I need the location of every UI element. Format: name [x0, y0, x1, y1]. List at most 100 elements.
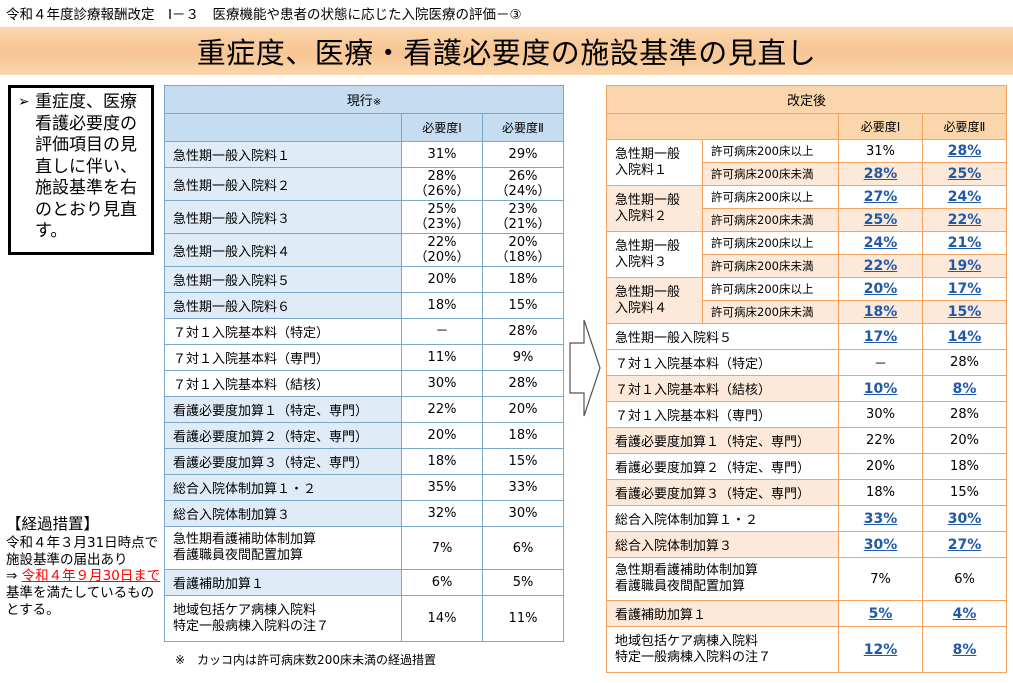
revised-value: 27%: [921, 531, 1008, 558]
revised-value: 28%: [838, 162, 923, 186]
revised-value: 18%: [838, 479, 923, 506]
value-text: 27%: [863, 189, 898, 205]
current-v2-value: 18%: [481, 266, 565, 293]
value-text: 30%: [947, 510, 982, 527]
current-v2-value: 20%: [481, 396, 565, 423]
value-text: 32%: [427, 506, 457, 521]
value-text: 22%: [427, 235, 457, 250]
current-row-name: ７対１入院基本料（専門）: [164, 344, 402, 371]
row-name-text: 看護必要度加算２（特定、専門）: [173, 430, 369, 445]
current-v1-value: 25% （23%）: [401, 200, 483, 234]
value-text: 5%: [512, 575, 534, 590]
value-text: 27%: [947, 536, 982, 553]
value-text: 28%: [863, 166, 898, 182]
value-text: 20%: [508, 235, 538, 250]
revised-row-name: 看護補助加算１: [606, 600, 839, 627]
value-text: 23%: [508, 202, 538, 217]
group-name-line1: 急性期一般: [615, 284, 681, 300]
value-text: 7%: [870, 571, 891, 587]
value-text: 15%: [508, 454, 538, 469]
value-text: 6%: [512, 540, 534, 556]
row-name-text: 急性期一般入院料６: [173, 300, 291, 315]
revised-value: 8%: [921, 375, 1008, 402]
current-v2-value: 5%: [481, 569, 565, 596]
row-name-text: 看護補助加算１: [173, 577, 265, 592]
revised-col1-header: 必要度Ⅰ: [838, 113, 923, 140]
slide-header: 令和４年度診療報酬改定 Ⅰ－３ 医療機能や患者の状態に応じた入院医療の評価－③: [6, 7, 522, 23]
value-text: 20%: [863, 281, 898, 297]
revised-row-name: 総合入院体制加算３: [606, 531, 839, 558]
value-text: 24%: [863, 235, 898, 251]
bed-size-label: 許可病床200床未満: [702, 162, 839, 186]
table-row: 急性期一般入院料２ 28% （26%） 26% （24%）: [164, 167, 565, 201]
current-row-name: 急性期一般入院料６: [164, 292, 402, 319]
value-text: 20%: [427, 428, 457, 443]
footnote: ※ カッコ内は許可病床数200床未満の経過措置: [175, 653, 436, 667]
revised-value: 17%: [921, 277, 1008, 301]
transitional-value-text: （24%）: [495, 184, 551, 199]
revised-value: 25%: [921, 162, 1008, 186]
table-row: ７対１入院基本料（専門） 30% 28%: [606, 401, 1008, 428]
bed-size-label: 許可病床200床以上: [702, 231, 839, 255]
row-name-text: 急性期一般入院料５: [615, 331, 733, 346]
row-name-text: ７対１入院基本料（特定）: [173, 326, 330, 341]
current-v1-value: 11%: [401, 344, 483, 371]
table-row: ７対１入院基本料（特定） － 28%: [164, 318, 565, 345]
current-v1-value: 6%: [401, 569, 483, 596]
revised-group-name: 急性期一般 入院料２: [606, 185, 703, 232]
row-name-text: 特定一般病棟入院料の注７: [173, 618, 330, 634]
current-v1-value: 20%: [401, 422, 483, 449]
revised-value: 22%: [838, 254, 923, 278]
row-name-text: 急性期一般入院料３: [173, 211, 291, 227]
current-v1-value: 30%: [401, 370, 483, 397]
table-row: 許可病床200床未満 28% 25%: [607, 162, 1008, 186]
current-v2-value: 15%: [481, 292, 565, 319]
table-row: 急性期一般入院料４ 22% （20%） 20% （18%）: [164, 233, 565, 267]
revised-row-name: ７対１入院基本料（特定）: [606, 349, 839, 376]
revised-blank-header: [606, 113, 839, 140]
revised-group-name: 急性期一般 入院料１: [606, 139, 703, 186]
table-row: 急性期一般 入院料４ 許可病床200床以上 20% 17%: [606, 277, 1008, 324]
value-text: 14%: [427, 611, 457, 626]
current-row-name: 看護必要度加算１（特定、専門）: [164, 396, 402, 423]
revised-row-name: 急性期一般入院料５: [606, 323, 839, 350]
value-text: 30%: [866, 407, 895, 422]
row-name-text: ７対１入院基本料（専門）: [173, 352, 330, 367]
value-text: 15%: [950, 485, 979, 500]
value-text: 33%: [508, 480, 538, 495]
value-text: 15%: [947, 304, 982, 320]
value-text: 10%: [863, 380, 898, 397]
value-text: 6%: [431, 575, 453, 590]
value-text: 4%: [952, 605, 977, 622]
value-text: 33%: [863, 510, 898, 527]
table-row: 看護必要度加算１（特定、専門） 22% 20%: [606, 427, 1008, 454]
table-row: 急性期一般入院料５ 17% 14%: [606, 323, 1008, 350]
current-v2-value: 28%: [481, 370, 565, 397]
current-row-name: 総合入院体制加算３: [164, 500, 402, 527]
current-v1-value: 18%: [401, 292, 483, 319]
value-text: 18%: [950, 459, 979, 474]
current-row-name: 総合入院体制加算１・２: [164, 474, 402, 501]
revised-value: 33%: [838, 505, 923, 532]
revised-value: 17%: [838, 323, 923, 350]
value-text: 28%: [950, 355, 979, 370]
table-row: 総合入院体制加算１・２ 33% 30%: [606, 505, 1008, 532]
value-text: 24%: [947, 189, 982, 205]
row-name-text: ７対１入院基本料（特定）: [615, 357, 772, 372]
value-text: 25%: [427, 202, 457, 217]
row-name-text: 総合入院体制加算３: [615, 539, 733, 554]
current-v1-value: 22%: [401, 396, 483, 423]
revised-value: 24%: [838, 231, 923, 255]
table-row: ７対１入院基本料（特定） － 28%: [606, 349, 1008, 376]
title-band: 重症度、医療・看護必要度の施設基準の見直し: [0, 27, 1013, 75]
value-text: 26%: [508, 169, 538, 184]
revised-group-name: 急性期一般 入院料４: [606, 277, 703, 324]
value-text: 30%: [863, 536, 898, 553]
value-text: 18%: [863, 304, 898, 320]
current-v2-value: 26% （24%）: [481, 167, 565, 201]
bed-size-label: 許可病床200床未満: [702, 254, 839, 278]
revised-value: 6%: [921, 557, 1008, 601]
current-v1-value: 28% （26%）: [401, 167, 483, 201]
current-v2-value: 11%: [481, 595, 565, 642]
table-row: 急性期看護補助体制加算 看護職員夜間配置加算 7% 6%: [164, 526, 565, 570]
